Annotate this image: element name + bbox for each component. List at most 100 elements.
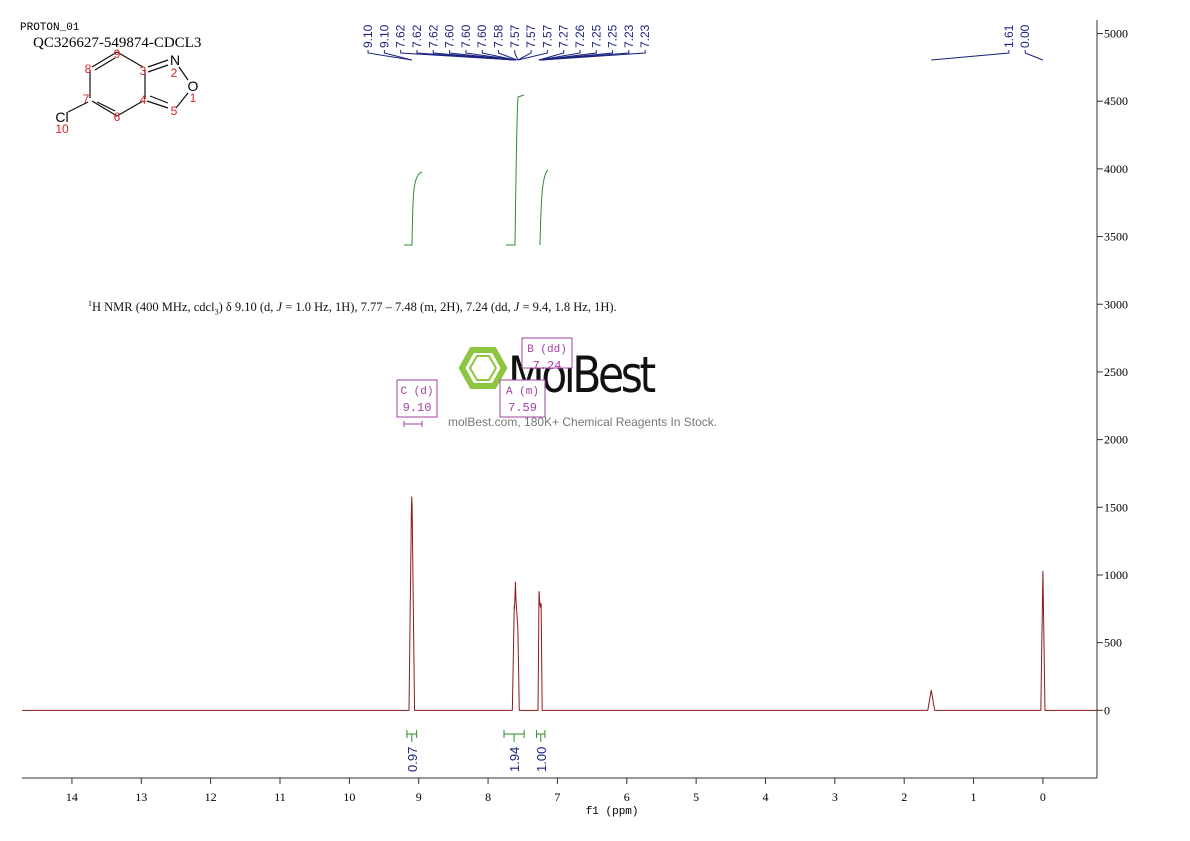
peak-label: 9.10: [377, 24, 391, 48]
peak-label: 7.57: [508, 24, 522, 48]
nmr-text: ) δ 9.10 (d,: [218, 300, 277, 315]
sample: QC326627-549874-CDCL3: [33, 35, 201, 51]
x-tick-label: 12: [205, 790, 217, 804]
nmr-text: J: [276, 300, 283, 315]
peak-label: 9.10: [361, 24, 375, 48]
peak-connector: [449, 50, 516, 61]
nmr-text: = 1.0 Hz, 1H), 7.77 – 7.48 (m, 2H), 7.24…: [282, 300, 514, 315]
multiplet-box: [521, 337, 573, 369]
x-tick-label: 6: [624, 790, 630, 804]
peak-connector: [539, 50, 581, 61]
peak-connector: [514, 50, 519, 61]
atom-number: 1: [190, 91, 197, 105]
peak-connector: [931, 50, 1010, 61]
y-tick-label: 3000: [1104, 297, 1128, 311]
peak-label: 7.62: [394, 24, 408, 48]
atom-number: 2: [171, 66, 178, 80]
x-tick-label: 13: [135, 790, 147, 804]
peak-label: 7.25: [606, 24, 620, 48]
peak-label: 7.62: [426, 24, 440, 48]
atom-number: 7: [83, 92, 90, 106]
integral-label: 1.00: [534, 747, 549, 772]
integral-label: 1.94: [507, 747, 522, 772]
peak-connector: [481, 50, 516, 61]
spectrum: [22, 496, 1097, 711]
multiplet-name: A (m): [506, 386, 539, 398]
x-tick-label: 9: [416, 790, 422, 804]
nmr-description: 1H NMR (400 MHz, cdcl3) δ 9.10 (d, J = 1…: [88, 295, 628, 321]
y-tick-label: 2000: [1104, 433, 1128, 447]
peak-label: 7.57: [524, 24, 538, 48]
peak-connector: [541, 50, 646, 61]
peak-connector: [1024, 50, 1044, 61]
peak-label: 7.27: [557, 24, 571, 48]
y-tick-label: 3500: [1104, 230, 1128, 244]
nmr-text: J: [513, 300, 520, 315]
x-axis-label: f1 (ppm): [586, 806, 639, 818]
integral-label: 0.97: [405, 747, 420, 772]
peak-connector: [540, 50, 597, 61]
nmr-text: = 9.4, 1.8 Hz, 1H).: [519, 300, 617, 315]
nmr-text: 1: [88, 299, 92, 308]
structure-bonds: [67, 51, 189, 117]
x-tick-label: 2: [901, 790, 907, 804]
x-tick-label: 11: [274, 790, 286, 804]
multiplet-name: C (d): [400, 386, 433, 398]
atom-number: 5: [171, 104, 178, 118]
peak-connector: [432, 50, 515, 61]
y-tick-label: 2500: [1104, 365, 1128, 379]
peak-label: 7.23: [638, 24, 652, 48]
atom-label: Cl: [55, 109, 68, 125]
x-tick-label: 4: [762, 790, 768, 804]
nmr-text: H NMR (400 MHz, cdcl: [92, 300, 215, 315]
peak-label: 1.61: [1002, 24, 1016, 48]
atom-number: 6: [114, 110, 121, 124]
multiplet-shift: 7.59: [508, 401, 537, 415]
peak-label: 7.25: [589, 24, 603, 48]
atom-label: O: [188, 78, 199, 94]
experiment: PROTON_01: [20, 22, 80, 34]
peak-label: 7.23: [622, 24, 636, 48]
x-tick-label: 8: [485, 790, 491, 804]
watermark: MolBest molBest.com, 180K+ Chemical Reag…: [448, 346, 717, 429]
peak-connector: [517, 50, 532, 61]
nmr-text: 3: [214, 307, 219, 317]
integral-bracket: [536, 730, 546, 742]
peak-connector: [540, 50, 614, 61]
structure: N O Cl 1 2 3 4 5 6 7 8 9 10: [55, 47, 198, 136]
integral-bracket: [503, 730, 525, 742]
atom-number: 8: [85, 62, 92, 76]
integral-bracket: [406, 730, 418, 742]
peak-label: 7.62: [410, 24, 424, 48]
atom-number: 9: [114, 47, 121, 61]
peak-connector: [367, 50, 412, 61]
peak-label: 7.26: [573, 24, 587, 48]
peak-connector: [517, 50, 548, 61]
watermark-tagline: molBest.com, 180K+ Chemical Reagents In …: [448, 415, 717, 429]
y-tick-label: 4000: [1104, 162, 1128, 176]
peak-label: 7.60: [475, 24, 489, 48]
y-tick-label: 0: [1104, 703, 1110, 717]
multiplet-box: [396, 379, 438, 418]
x-tick-label: 10: [343, 790, 355, 804]
x-tick-label: 7: [554, 790, 560, 804]
x-tick-label: 14: [66, 790, 78, 804]
atom-number: 4: [140, 93, 147, 107]
y-tick-label: 1000: [1104, 568, 1128, 582]
x-tick-label: 1: [971, 790, 977, 804]
peak-label: 7.57: [540, 24, 554, 48]
y-tick-label: 4500: [1104, 94, 1128, 108]
multiplet-shift: 7.24: [533, 359, 562, 373]
multiplet-box: [499, 379, 546, 418]
peak-connector: [538, 50, 565, 61]
multiplet-name: B (dd): [527, 344, 567, 356]
atom-number: 3: [140, 64, 147, 78]
peak-label: 7.60: [459, 24, 473, 48]
integral-curves: [404, 94, 549, 246]
peak-label: 7.60: [443, 24, 457, 48]
peak-connector: [383, 50, 412, 61]
y-tick-label: 5000: [1104, 27, 1128, 41]
y-tick-label: 1500: [1104, 500, 1128, 514]
